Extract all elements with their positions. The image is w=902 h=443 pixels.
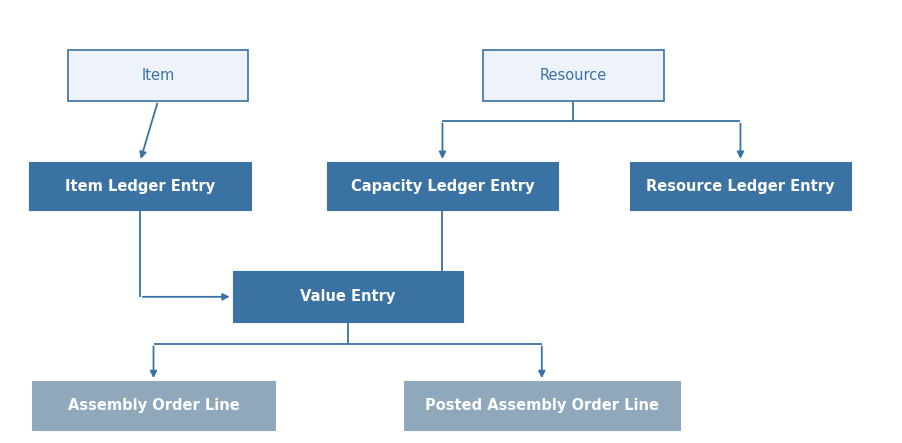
Text: Capacity Ledger Entry: Capacity Ledger Entry xyxy=(350,179,534,194)
FancyBboxPatch shape xyxy=(404,381,678,430)
FancyBboxPatch shape xyxy=(32,381,275,430)
FancyBboxPatch shape xyxy=(68,50,248,101)
Text: Assembly Order Line: Assembly Order Line xyxy=(68,398,239,413)
Text: Posted Assembly Order Line: Posted Assembly Order Line xyxy=(424,398,658,413)
FancyBboxPatch shape xyxy=(630,162,850,210)
FancyBboxPatch shape xyxy=(29,162,250,210)
FancyBboxPatch shape xyxy=(483,50,663,101)
Text: Item Ledger Entry: Item Ledger Entry xyxy=(65,179,215,194)
Text: Value Entry: Value Entry xyxy=(299,289,395,304)
Text: Resource Ledger Entry: Resource Ledger Entry xyxy=(646,179,833,194)
Text: Item: Item xyxy=(142,68,174,83)
FancyBboxPatch shape xyxy=(327,162,557,210)
Text: Resource: Resource xyxy=(539,68,606,83)
FancyBboxPatch shape xyxy=(233,271,462,323)
